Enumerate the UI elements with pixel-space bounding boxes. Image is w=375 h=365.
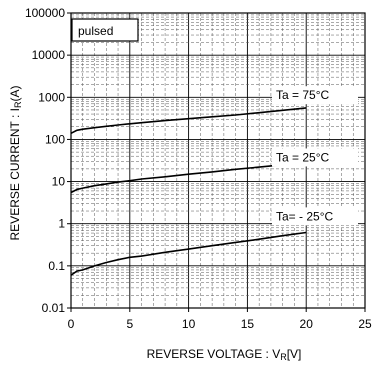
series-label: Ta = 75°C — [276, 88, 329, 102]
series-label-bg — [272, 207, 358, 226]
series-label: Ta= - 25°C — [276, 209, 333, 223]
legend-box: pulsed — [71, 18, 139, 42]
series-line-2 — [70, 160, 307, 194]
legend-text: pulsed — [78, 24, 113, 38]
y-axis-title: REVERSE CURRENT : IR(A) — [8, 86, 23, 241]
x-tick-label: 0 — [68, 317, 75, 331]
series-line-3 — [70, 231, 307, 276]
x-tick-label: 20 — [300, 317, 314, 331]
series-label-bg — [272, 148, 358, 167]
grid-layer — [70, 13, 366, 308]
y-tick-label: 10 — [52, 175, 66, 189]
y-tick-label: 0.1 — [48, 259, 65, 273]
series-layer — [70, 107, 307, 276]
series-label: Ta = 25°C — [276, 150, 329, 164]
labels-layer: Ta = 75°C Ta = 25°C Ta= - 25°C — [272, 86, 358, 226]
series-line-1 — [70, 107, 307, 135]
x-tick-label: 10 — [182, 317, 196, 331]
x-tick-label: 5 — [126, 317, 133, 331]
x-axis-title: REVERSE VOLTAGE : VR[V] — [147, 347, 302, 362]
x-tick-label: 15 — [241, 317, 255, 331]
y-tick-label: 1 — [58, 217, 65, 231]
y-tick-label: 1000 — [38, 90, 65, 104]
legend-rect — [71, 18, 139, 42]
y-tick-label: 100 — [45, 132, 65, 146]
ticks-layer: 0 5 10 15 20 25 0.01 0.1 1 10 100 1000 10000 100000 — [25, 6, 372, 331]
y-tick-label: 10000 — [32, 48, 66, 62]
x-tick-label: 25 — [358, 317, 372, 331]
series-label-bg — [272, 86, 358, 105]
y-tick-label: 100000 — [25, 6, 65, 20]
y-tick-label: 0.01 — [42, 301, 66, 315]
plot-frame — [70, 12, 366, 309]
